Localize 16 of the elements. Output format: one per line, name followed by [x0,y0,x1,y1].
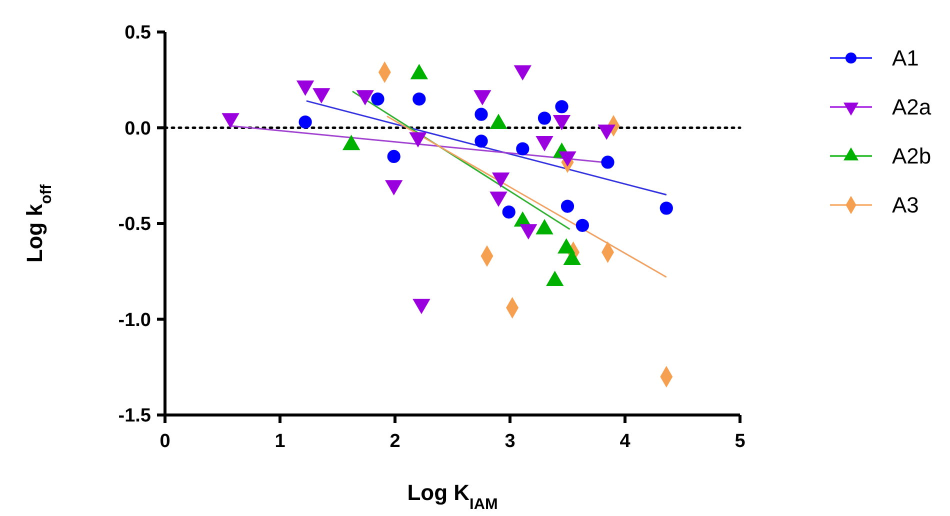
y-tick-label: 0.5 [124,22,152,44]
y-tick-label: -1.5 [118,406,152,427]
legend-label: A3 [892,192,919,218]
x-tick-label: 2 [390,431,400,452]
x-tick-label: 0 [160,431,170,452]
y-tick-label: -0.5 [118,214,152,236]
x-tick-label: 1 [274,431,286,452]
y-tick-label: 0.0 [124,118,151,140]
x-tick-label: 3 [504,431,516,452]
x-axis-title: Log K$_{IAM}$ [407,480,498,512]
legend-label: A1 [892,46,919,71]
y-tick-label: -1.0 [118,310,151,331]
x-tick-label: 4 [620,431,631,452]
legend-label: A2a [892,94,932,120]
legend-label: A2b [892,144,932,169]
x-tick-label: 5 [734,431,746,452]
